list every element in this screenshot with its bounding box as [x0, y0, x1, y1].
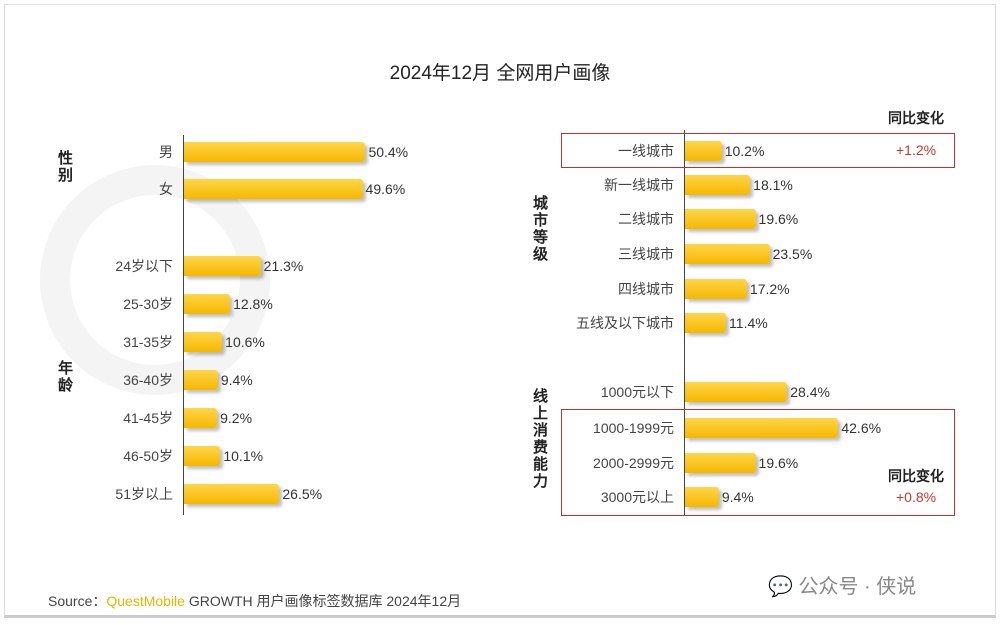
yoy-header: 同比变化 — [888, 468, 944, 484]
category-label: 51岁以上 — [115, 486, 173, 502]
data-label: 28.4% — [790, 384, 830, 400]
data-label: 10.2% — [724, 143, 765, 159]
data-label: 9.2% — [220, 410, 253, 426]
data-label: 23.5% — [772, 246, 813, 262]
bar — [685, 382, 788, 402]
category-label: 46-50岁 — [123, 448, 173, 464]
data-label: 21.3% — [263, 258, 304, 274]
yoy-value: +0.8% — [896, 489, 937, 505]
bar — [184, 370, 218, 390]
data-label: 42.6% — [841, 420, 882, 436]
category-label: 25-30岁 — [123, 296, 173, 312]
watermark-logo — [40, 165, 270, 395]
category-label: 四线城市 — [618, 281, 674, 297]
data-label: 50.4% — [368, 144, 409, 160]
data-label: 10.6% — [225, 334, 265, 350]
category-label: 男 — [159, 144, 173, 160]
bar — [685, 487, 719, 507]
category-label: 36-40岁 — [123, 372, 173, 388]
category-label: 新一线城市 — [604, 177, 674, 193]
bar — [184, 446, 221, 466]
bar — [685, 175, 751, 195]
left-axis — [183, 135, 184, 515]
bar — [685, 313, 727, 333]
right-axis — [684, 130, 685, 515]
data-label: 26.5% — [282, 486, 323, 502]
bar — [685, 418, 839, 438]
data-label: 12.8% — [233, 296, 273, 312]
bar — [685, 244, 770, 264]
bar — [184, 142, 366, 162]
bar — [184, 294, 231, 314]
group-label: 年龄 — [56, 360, 73, 394]
data-label: 9.4% — [220, 372, 253, 388]
data-label: 11.4% — [729, 315, 768, 331]
wechat-account: 💬 公众号 · 侠说 — [768, 570, 916, 599]
category-label: 1000-1999元 — [593, 420, 674, 436]
source-brand: QuestMobile — [106, 593, 185, 609]
wechat-icon: 💬 — [768, 576, 793, 598]
category-label: 24岁以下 — [115, 258, 173, 274]
data-label: 18.1% — [753, 177, 793, 193]
data-label: 17.2% — [749, 281, 790, 297]
bar — [685, 209, 756, 229]
frame — [4, 4, 996, 618]
source-prefix: Source： — [48, 593, 107, 609]
category-label: 1000元以下 — [600, 384, 674, 400]
data-label: 49.6% — [365, 181, 406, 197]
highlight-box — [561, 409, 955, 516]
category-label: 五线及以下城市 — [576, 315, 674, 331]
chart-title: 2024年12月 全网用户画像 — [389, 63, 611, 84]
bar — [184, 332, 223, 352]
data-label: 19.6% — [758, 455, 799, 471]
source-rest: GROWTH 用户画像标签数据库 2024年12月 — [184, 593, 462, 609]
category-label: 3000元以上 — [600, 489, 674, 505]
category-label: 二线城市 — [618, 211, 674, 227]
bar — [685, 453, 756, 473]
bar — [685, 141, 722, 161]
group-label: 城市等级 — [531, 195, 548, 263]
category-label: 一线城市 — [618, 143, 674, 159]
category-label: 41-45岁 — [123, 410, 173, 426]
bar — [685, 279, 747, 299]
bar — [184, 484, 280, 504]
category-label: 女 — [159, 181, 173, 197]
yoy-header: 同比变化 — [888, 110, 944, 126]
source-note: Source：QuestMobile GROWTH 用户画像标签数据库 2024… — [48, 591, 461, 611]
group-label: 性别 — [56, 150, 73, 184]
highlight-box — [561, 133, 955, 168]
bar — [184, 256, 261, 276]
data-label: 9.4% — [721, 489, 754, 505]
wechat-label: 公众号 · 侠说 — [798, 576, 917, 598]
category-label: 31-35岁 — [123, 334, 173, 350]
group-label: 线上消费能力 — [531, 388, 548, 490]
category-label: 三线城市 — [618, 246, 674, 262]
yoy-value: +1.2% — [896, 142, 937, 158]
bar — [184, 179, 363, 199]
category-label: 2000-2999元 — [593, 455, 674, 471]
data-label: 10.1% — [223, 448, 264, 464]
bar — [184, 408, 218, 428]
data-label: 19.6% — [758, 211, 799, 227]
